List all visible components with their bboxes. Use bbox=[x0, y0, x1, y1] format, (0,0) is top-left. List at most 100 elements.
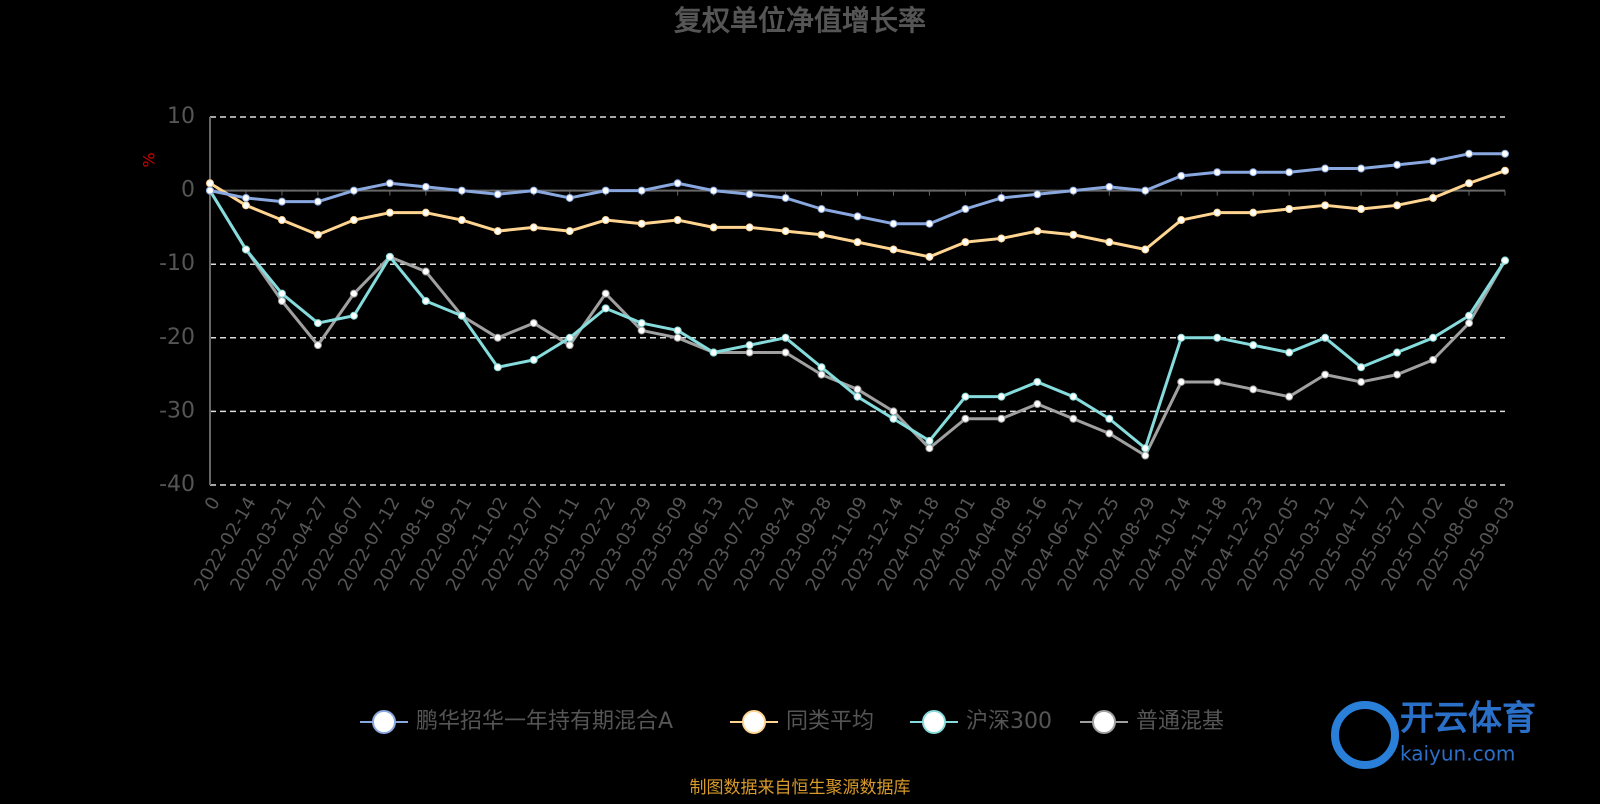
data-point bbox=[1105, 414, 1114, 423]
data-point bbox=[241, 245, 250, 254]
data-point bbox=[1249, 208, 1258, 217]
data-point bbox=[1393, 201, 1402, 210]
data-point bbox=[1213, 377, 1222, 386]
data-point bbox=[349, 186, 358, 195]
data-point bbox=[781, 193, 790, 202]
legend-label: 鹏华招华一年持有期混合A bbox=[416, 709, 673, 734]
data-point bbox=[1285, 348, 1294, 357]
data-point bbox=[1501, 256, 1509, 265]
data-point bbox=[1321, 201, 1330, 210]
data-point bbox=[925, 444, 934, 453]
data-point bbox=[493, 363, 502, 372]
legend-label: 普通混基 bbox=[1136, 709, 1224, 734]
legend-label: 同类平均 bbox=[786, 709, 874, 734]
data-point bbox=[1069, 414, 1078, 423]
data-point bbox=[385, 179, 394, 188]
data-point bbox=[565, 333, 574, 342]
data-point bbox=[1465, 319, 1474, 328]
data-point bbox=[1033, 227, 1042, 236]
data-point bbox=[925, 252, 934, 261]
data-point bbox=[709, 348, 718, 357]
data-point bbox=[889, 414, 898, 423]
data-point bbox=[349, 216, 358, 225]
data-point bbox=[637, 326, 646, 335]
data-point bbox=[1285, 168, 1294, 177]
data-point bbox=[673, 179, 682, 188]
data-point bbox=[673, 333, 682, 342]
data-point bbox=[421, 208, 430, 217]
data-point bbox=[997, 193, 1006, 202]
data-point bbox=[1429, 193, 1438, 202]
data-point bbox=[1357, 363, 1366, 372]
data-point bbox=[709, 186, 718, 195]
data-point bbox=[1249, 341, 1258, 350]
data-point bbox=[1141, 245, 1150, 254]
data-point bbox=[565, 227, 574, 236]
data-point bbox=[601, 186, 610, 195]
data-point bbox=[1033, 190, 1042, 199]
data-point bbox=[457, 311, 466, 320]
data-point bbox=[313, 230, 322, 239]
y-tick-label: 0 bbox=[181, 178, 195, 203]
data-point bbox=[1177, 377, 1186, 386]
data-point bbox=[457, 216, 466, 225]
data-point bbox=[529, 186, 538, 195]
data-point bbox=[313, 197, 322, 206]
data-point bbox=[745, 190, 754, 199]
data-point bbox=[817, 370, 826, 379]
data-point bbox=[565, 193, 574, 202]
data-point bbox=[601, 304, 610, 313]
data-point bbox=[673, 326, 682, 335]
source-note: 制图数据来自恒生聚源数据库 bbox=[690, 778, 911, 798]
y-tick-label: -10 bbox=[159, 251, 195, 276]
legend-marker bbox=[1092, 710, 1116, 734]
data-point bbox=[781, 333, 790, 342]
data-point bbox=[1069, 186, 1078, 195]
legend-item: 沪深300 bbox=[910, 709, 1052, 734]
legend-marker bbox=[922, 710, 946, 734]
data-point bbox=[1357, 164, 1366, 173]
data-point bbox=[313, 319, 322, 328]
data-point bbox=[529, 319, 538, 328]
data-point bbox=[997, 414, 1006, 423]
data-point bbox=[1465, 149, 1474, 158]
data-point bbox=[1465, 311, 1474, 320]
data-point bbox=[1393, 348, 1402, 357]
data-point bbox=[1321, 333, 1330, 342]
data-point bbox=[385, 252, 394, 261]
data-point bbox=[1177, 216, 1186, 225]
data-point bbox=[565, 341, 574, 350]
data-point bbox=[493, 227, 502, 236]
data-point bbox=[421, 182, 430, 191]
legend-item: 同类平均 bbox=[730, 709, 874, 734]
data-point bbox=[529, 355, 538, 364]
data-point bbox=[206, 186, 214, 195]
data-point bbox=[277, 216, 286, 225]
data-point bbox=[925, 219, 934, 228]
logo bbox=[1331, 701, 1399, 769]
data-point bbox=[1177, 333, 1186, 342]
data-point bbox=[529, 223, 538, 232]
y-axis-label: % bbox=[140, 152, 159, 167]
data-point bbox=[1033, 400, 1042, 409]
data-point bbox=[961, 205, 970, 213]
data-point bbox=[997, 392, 1006, 401]
data-point bbox=[889, 245, 898, 254]
legend-item: 普通混基 bbox=[1080, 709, 1224, 734]
data-point bbox=[925, 436, 934, 445]
data-point bbox=[206, 179, 214, 188]
data-point bbox=[1357, 377, 1366, 386]
data-point bbox=[1213, 168, 1222, 177]
y-tick-label: -30 bbox=[159, 398, 195, 423]
data-point bbox=[601, 216, 610, 225]
legend-marker bbox=[372, 710, 396, 734]
data-point bbox=[1393, 160, 1402, 169]
data-point bbox=[1321, 164, 1330, 173]
data-point bbox=[241, 201, 250, 210]
data-point bbox=[1501, 166, 1509, 175]
data-point bbox=[349, 311, 358, 320]
data-point bbox=[1033, 377, 1042, 386]
data-point bbox=[853, 212, 862, 221]
data-point bbox=[1141, 451, 1150, 460]
